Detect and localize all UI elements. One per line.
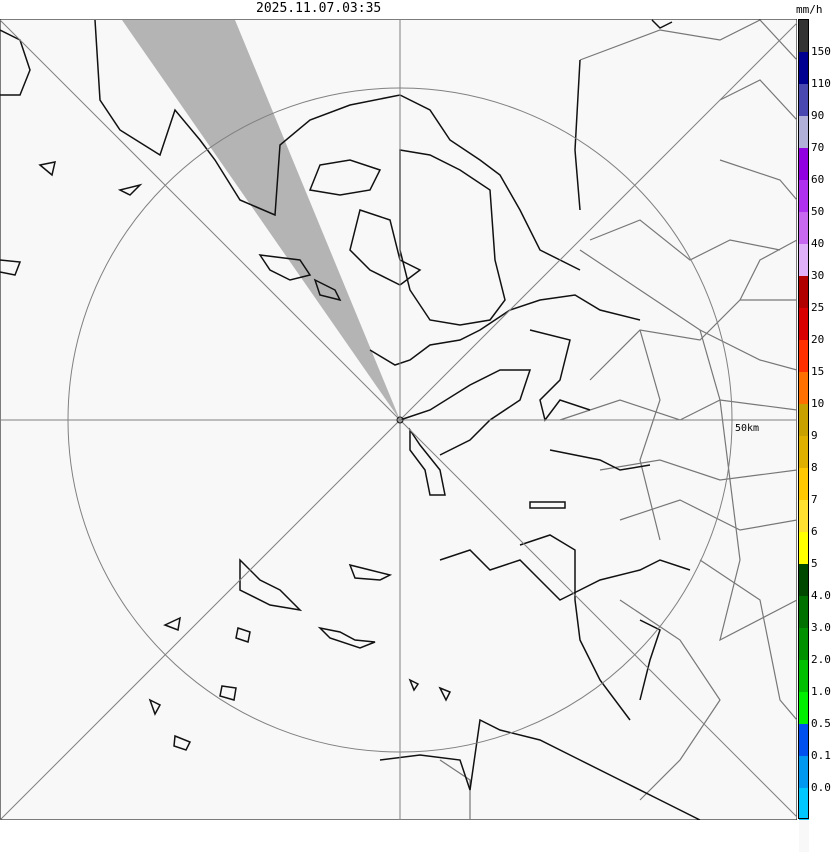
coastlines [0, 19, 701, 820]
legend-swatch [799, 564, 809, 596]
blocked-sector [122, 20, 400, 420]
legend-swatch [799, 596, 809, 628]
range-overlay [0, 19, 797, 820]
legend-swatch [799, 212, 809, 244]
legend-swatch [799, 660, 809, 692]
legend-swatch [799, 340, 809, 372]
diagonal-nw-se [0, 19, 797, 818]
legend-swatch [799, 692, 809, 724]
legend-label: 70 [811, 141, 825, 154]
legend-label: 150 [811, 45, 831, 58]
diagonal-ne-sw [0, 22, 797, 820]
legend-label: 40 [811, 237, 825, 250]
legend-swatch [799, 308, 809, 340]
admin-boundaries [439, 19, 797, 820]
legend-label: 50 [811, 205, 825, 218]
unit-label: mm/h [796, 3, 823, 16]
legend-label: 8 [811, 461, 818, 474]
legend-swatch [799, 436, 809, 468]
legend-label: 20 [811, 333, 825, 346]
legend-swatch [799, 276, 809, 308]
legend-swatch [799, 148, 809, 180]
legend-swatch [799, 628, 809, 660]
legend-label: 1.0 [811, 685, 831, 698]
legend-swatch [799, 500, 809, 532]
legend-swatch-top [799, 20, 809, 52]
legend-swatch [799, 116, 809, 148]
legend-label: 3.0 [811, 621, 831, 634]
legend-swatch [799, 756, 809, 788]
range-ring-label: 50km [735, 423, 759, 434]
radar-map[interactable]: 50km [0, 19, 797, 820]
legend-swatch [799, 84, 809, 116]
legend-label: 6 [811, 525, 818, 538]
legend-label: 0.1 [811, 749, 831, 762]
timestamp: 2025.11.07.03:35 [256, 1, 382, 16]
legend-swatch [799, 180, 809, 212]
legend-label: 10 [811, 397, 825, 410]
legend-label: 30 [811, 269, 825, 282]
legend-swatch [799, 788, 809, 820]
legend-label: 2.0 [811, 653, 831, 666]
legend-swatch [799, 468, 809, 500]
legend-swatch [799, 404, 809, 436]
radar-site [396, 416, 404, 424]
legend-label: 4.0 [811, 589, 831, 602]
legend-label: 110 [811, 77, 831, 90]
legend-swatch [799, 372, 809, 404]
legend-swatch [799, 52, 809, 84]
legend-label: 7 [811, 493, 818, 506]
legend-swatch [799, 724, 809, 756]
legend-frame [798, 19, 809, 819]
legend-swatch [799, 532, 809, 564]
legend-label: 0.0 [811, 781, 831, 794]
color-legend: 150 110 90 70 60 50 40 30 25 20 15 10 9 8 7 6 5 4.0 3.0 2.0… [797, 19, 835, 852]
legend-label: 90 [811, 109, 825, 122]
legend-label: 15 [811, 365, 825, 378]
legend-label: 25 [811, 301, 825, 314]
legend-label: 60 [811, 173, 825, 186]
legend-swatch [799, 244, 809, 276]
legend-swatch-bottom [799, 820, 809, 852]
legend-label: 5 [811, 557, 818, 570]
legend-label: 9 [811, 429, 818, 442]
legend-label: 0.5 [811, 717, 831, 730]
